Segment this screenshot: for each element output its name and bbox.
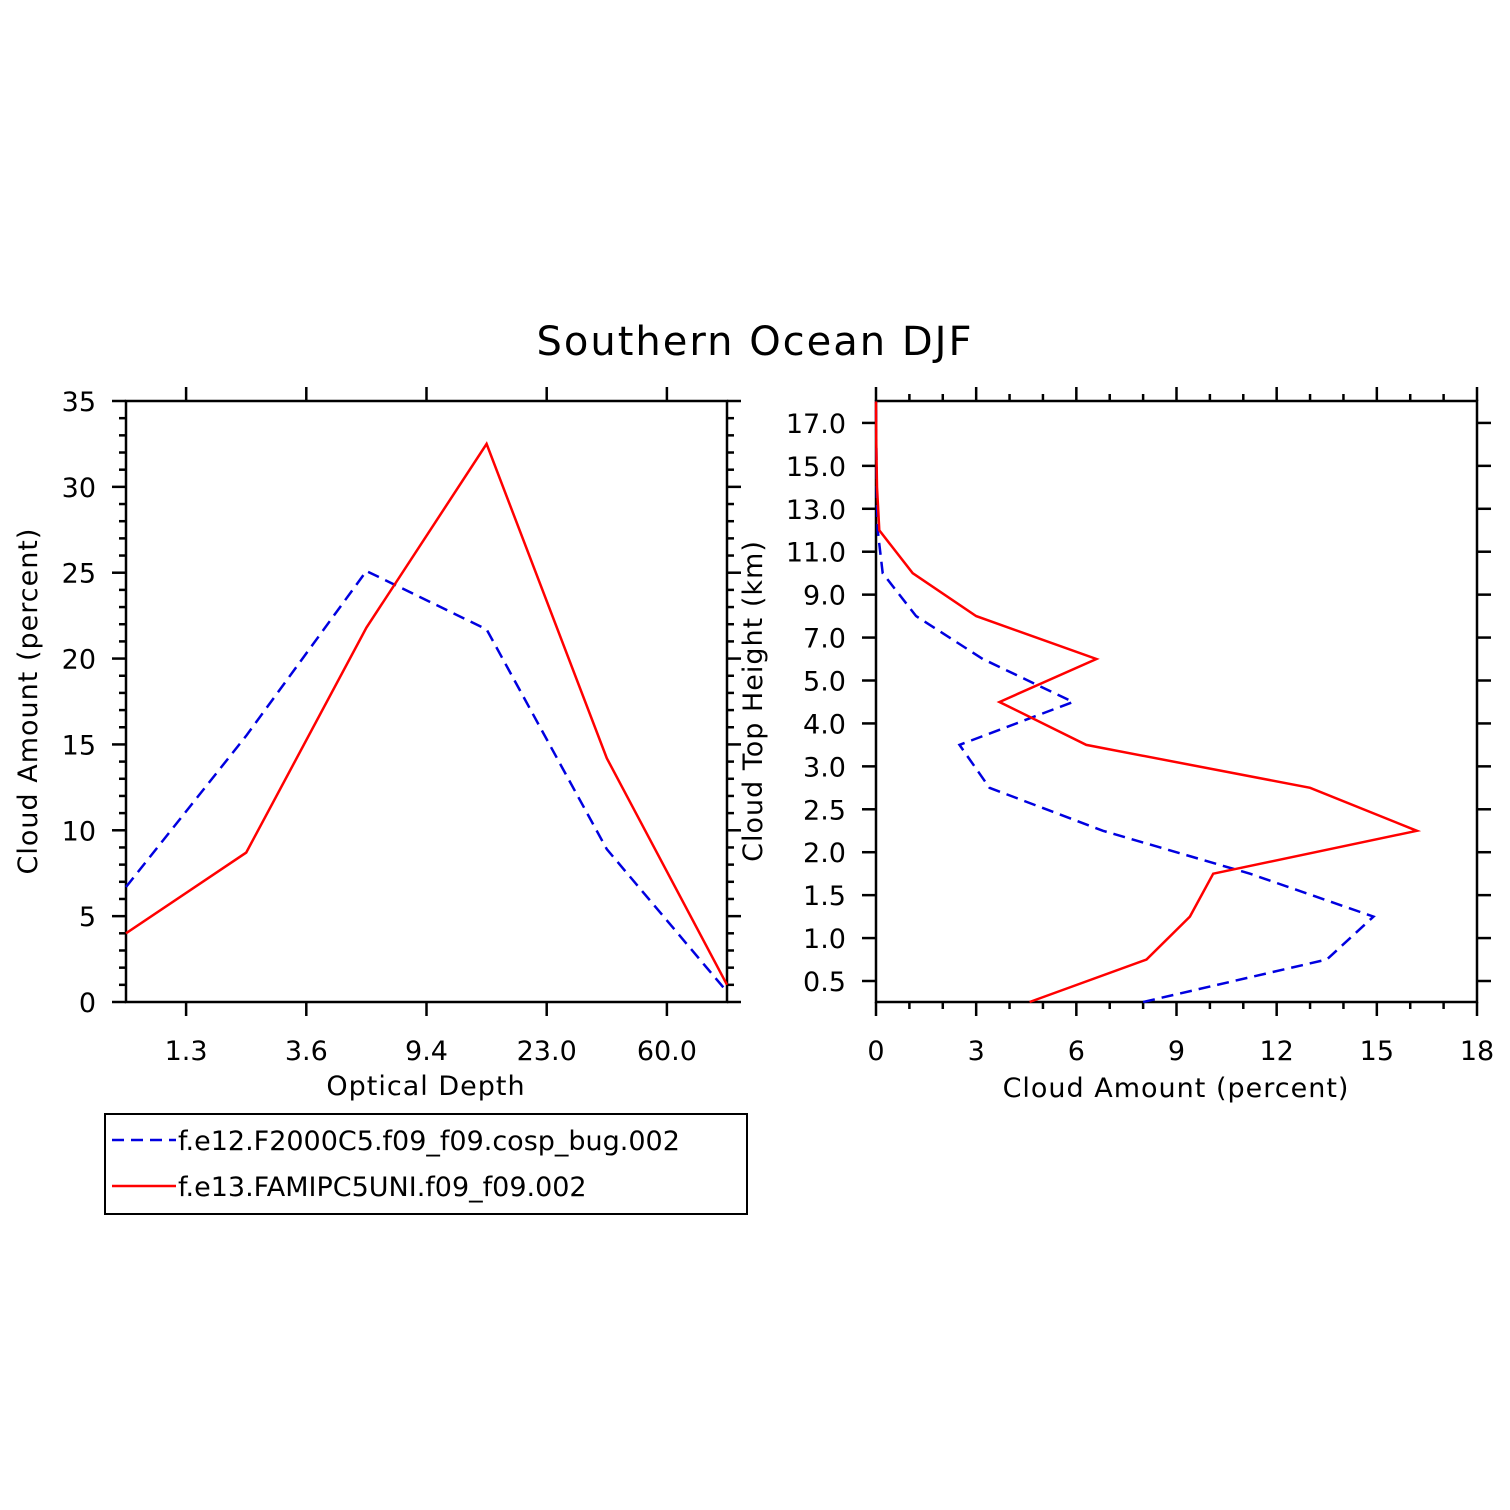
amount-tick-label: 15 [1360, 1036, 1394, 1067]
optical-depth-x-label: Optical Depth [326, 1071, 525, 1102]
height-tick-label: 2.0 [803, 838, 846, 869]
x-tick-label: 23.0 [517, 1036, 577, 1067]
height-tick-label: 9.0 [803, 581, 846, 612]
legend: f.e12.F2000C5.f09_f09.cosp_bug.002 f.e13… [104, 1113, 748, 1215]
height-tick-label: 1.0 [803, 924, 846, 955]
y-tick-label: 20 [62, 645, 96, 676]
y-tick-label: 35 [62, 387, 96, 418]
optical-depth-panel: 0 5 10 15 20 25 30 35 1.3 3.6 9.4 23.0 60.0 Optical … [13, 387, 741, 1102]
legend-label-cosp-bug: f.e12.F2000C5.f09_f09.cosp_bug.002 [178, 1126, 680, 1157]
cloud-top-height-plot-frame [874, 399, 1479, 1004]
amount-tick-label: 9 [1168, 1036, 1185, 1067]
x-tick-label: 9.4 [405, 1036, 448, 1067]
height-series-line-1 [874, 401, 1422, 1004]
cloud-top-height-y-label: Cloud Top Height (km) [738, 540, 769, 862]
y-tick-label: 25 [62, 559, 96, 590]
legend-label-famipc5uni: f.e13.FAMIPC5UNI.f09_f09.002 [178, 1172, 587, 1203]
y-tick-label: 5 [79, 902, 96, 933]
cloud-top-height-x-label: Cloud Amount (percent) [1003, 1073, 1350, 1104]
amount-tick-label: 12 [1259, 1036, 1293, 1067]
legend-box [104, 1113, 748, 1215]
cloud-top-height-ticks: 0.5 1.0 1.5 2.0 2.5 3.0 4.0 5.0 7.0 9.0 11.0 13.0 15… [786, 387, 1494, 1067]
height-tick-label: 5.0 [803, 667, 846, 698]
optical-depth-y-label: Cloud Amount (percent) [13, 528, 44, 875]
optical-depth-series [125, 441, 729, 993]
x-tick-label: 60.0 [637, 1036, 697, 1067]
height-tick-label: 2.5 [803, 795, 846, 826]
y-tick-label: 30 [62, 473, 96, 504]
amount-tick-label: 3 [968, 1036, 985, 1067]
x-tick-label: 3.6 [285, 1036, 328, 1067]
height-series-line-0 [874, 401, 1376, 1004]
amount-tick-label: 18 [1460, 1036, 1494, 1067]
y-tick-label: 0 [79, 988, 96, 1019]
height-tick-label: 3.0 [803, 752, 846, 783]
amount-tick-label: 0 [867, 1036, 884, 1067]
chart-title: Southern Ocean DJF [537, 319, 974, 365]
height-tick-label: 15.0 [786, 452, 846, 483]
y-tick-label: 10 [62, 816, 96, 847]
height-tick-label: 11.0 [786, 538, 846, 569]
height-tick-label: 7.0 [803, 624, 846, 655]
height-tick-label: 13.0 [786, 495, 846, 526]
y-tick-label: 15 [62, 730, 96, 761]
cloud-top-height-series [874, 401, 1422, 1004]
height-tick-label: 17.0 [786, 409, 846, 440]
series-line-0 [125, 569, 728, 993]
height-tick-label: 0.5 [803, 967, 846, 998]
optical-depth-plot-frame [124, 399, 729, 1004]
optical-depth-ticks: 0 5 10 15 20 25 30 35 1.3 3.6 9.4 23.0 60.0 [62, 387, 741, 1067]
height-tick-label: 4.0 [803, 709, 846, 740]
height-tick-label: 1.5 [803, 881, 846, 912]
amount-tick-label: 6 [1068, 1036, 1085, 1067]
cloud-top-height-panel: 0.5 1.0 1.5 2.0 2.5 3.0 4.0 5.0 7.0 9.0 11.0 13.0 15… [738, 387, 1494, 1104]
series-line-1 [125, 441, 729, 986]
x-tick-label: 1.3 [165, 1036, 208, 1067]
